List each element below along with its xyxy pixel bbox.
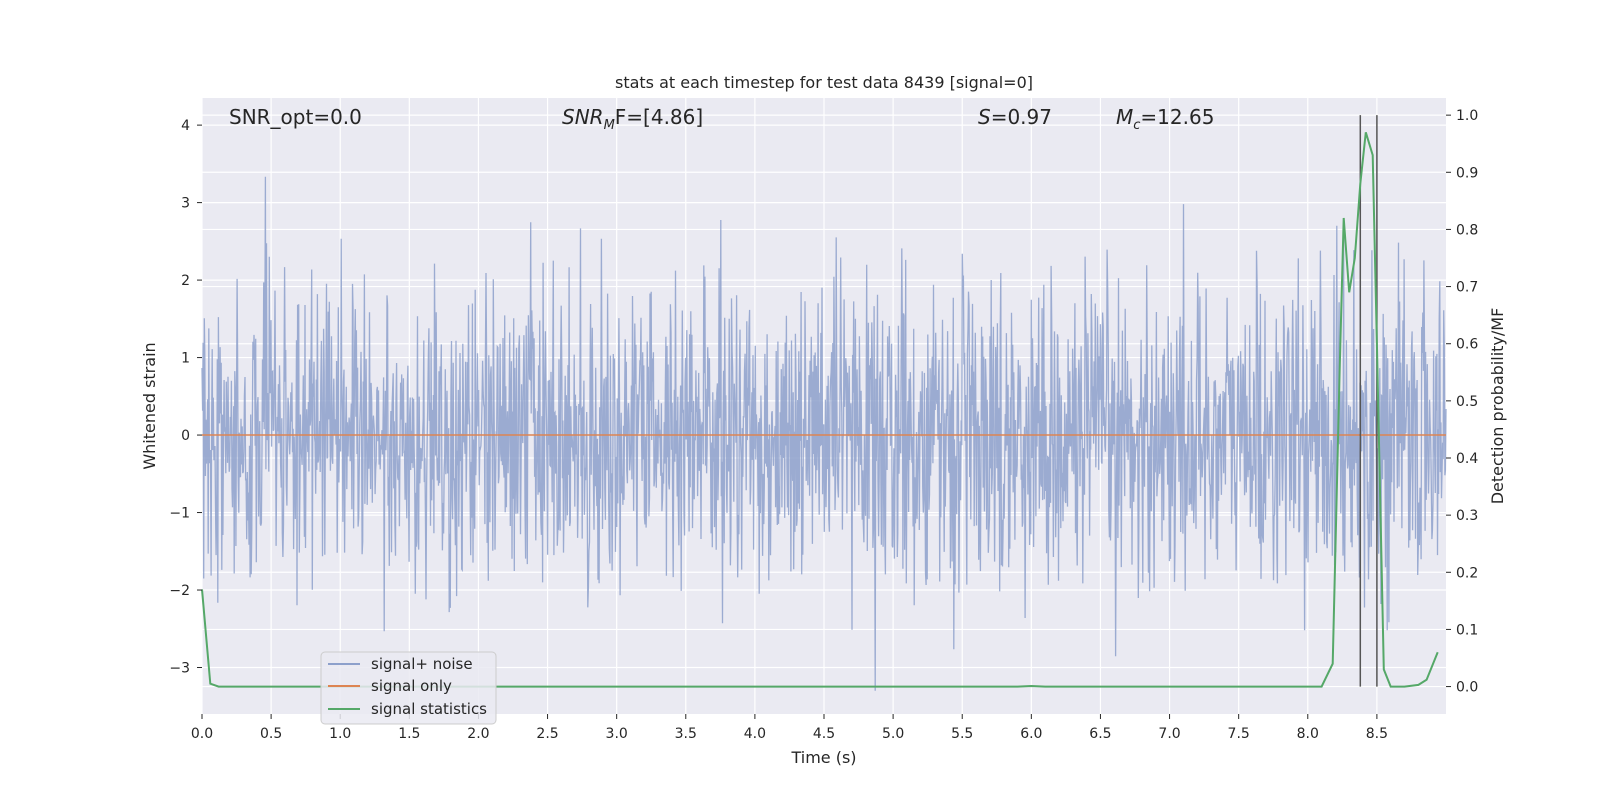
legend-box xyxy=(320,651,497,725)
y-right-tick-label: 0.0 xyxy=(1456,680,1478,696)
x-tick-label: 2.0 xyxy=(467,726,489,742)
x-tick-label: 0.5 xyxy=(260,726,282,742)
y-left-tick-label: −2 xyxy=(169,583,190,599)
x-tick-label: 3.0 xyxy=(606,726,628,742)
x-tick-label: 6.5 xyxy=(1089,726,1111,742)
left-y-axis-ticks: −3 −2 −1 0 1 2 3 4 xyxy=(169,118,202,677)
signal-noise-series xyxy=(201,176,1447,691)
legend-label-statistics: signal statistics xyxy=(371,700,487,718)
right-y-axis-label: Detection probability/MF xyxy=(1488,308,1507,505)
s-value: =0.97 xyxy=(991,105,1052,129)
snr-mf-value: F=[4.86] xyxy=(615,105,703,129)
y-right-tick-label: 0.9 xyxy=(1456,165,1478,181)
x-tick-label: 5.0 xyxy=(882,726,904,742)
x-tick-label: 1.5 xyxy=(398,726,420,742)
y-left-tick-label: 2 xyxy=(181,273,190,289)
legend: signal+ noise signal only signal statist… xyxy=(320,651,497,725)
x-tick-label: 8.0 xyxy=(1297,726,1319,742)
y-right-tick-label: 0.7 xyxy=(1456,280,1478,296)
x-tick-label: 0.0 xyxy=(191,726,213,742)
snr-mf-subscript: M xyxy=(604,118,615,133)
noise-line xyxy=(201,176,1447,691)
y-left-tick-label: −3 xyxy=(169,661,190,677)
x-tick-label: 5.5 xyxy=(951,726,973,742)
right-y-axis-ticks: 0.0 0.1 0.2 0.3 0.4 0.5 0.6 0.7 0.8 0.9 1.0 xyxy=(1446,108,1478,696)
x-tick-label: 4.5 xyxy=(813,726,835,742)
s-label: S xyxy=(978,105,991,129)
x-tick-label: 8.5 xyxy=(1366,726,1388,742)
x-tick-label: 7.5 xyxy=(1228,726,1250,742)
snr-mf-main: SNR xyxy=(562,105,604,129)
x-axis-ticks: 0.0 0.5 1.0 1.5 2.0 2.5 3.0 3.5 4.0 4.5 5.0 5.5 6.0 6… xyxy=(191,714,1388,742)
x-axis-label: Time (s) xyxy=(790,748,856,767)
vertical-marker-lines xyxy=(1359,115,1378,687)
snr-mf-annotation: SNRMF=[4.86] xyxy=(562,105,703,133)
x-tick-label: 6.0 xyxy=(1020,726,1042,742)
y-left-tick-label: 4 xyxy=(181,118,190,134)
x-tick-label: 3.5 xyxy=(675,726,697,742)
y-right-tick-label: 0.1 xyxy=(1456,622,1478,638)
y-right-tick-label: 0.6 xyxy=(1456,337,1478,353)
x-tick-label: 7.0 xyxy=(1158,726,1180,742)
snr-opt-annotation: SNR_opt=0.0 xyxy=(229,105,362,129)
y-left-tick-label: 0 xyxy=(181,428,190,444)
mc-subscript: c xyxy=(1133,118,1140,133)
mc-label: M xyxy=(1116,105,1133,129)
legend-label-signal-only: signal only xyxy=(371,677,452,695)
y-left-tick-label: 3 xyxy=(181,196,190,212)
s-annotation: S=0.97 xyxy=(978,105,1052,129)
y-right-tick-label: 0.3 xyxy=(1456,508,1478,524)
chart-title: stats at each timestep for test data 843… xyxy=(615,73,1033,92)
y-left-tick-label: −1 xyxy=(169,506,190,522)
y-right-tick-label: 0.2 xyxy=(1456,565,1478,581)
legend-label-noise: signal+ noise xyxy=(371,655,473,673)
y-right-tick-label: 0.8 xyxy=(1456,222,1478,238)
left-y-axis-label: Whitened strain xyxy=(140,342,159,469)
y-right-tick-label: 0.4 xyxy=(1456,451,1478,467)
x-tick-label: 1.0 xyxy=(329,726,351,742)
y-right-tick-label: 1.0 xyxy=(1456,108,1478,124)
x-tick-label: 4.0 xyxy=(744,726,766,742)
mc-annotation: Mc=12.65 xyxy=(1116,105,1214,133)
x-tick-label: 2.5 xyxy=(536,726,558,742)
y-left-tick-label: 1 xyxy=(181,351,190,367)
mc-value: =12.65 xyxy=(1140,105,1214,129)
y-right-tick-label: 0.5 xyxy=(1456,394,1478,410)
